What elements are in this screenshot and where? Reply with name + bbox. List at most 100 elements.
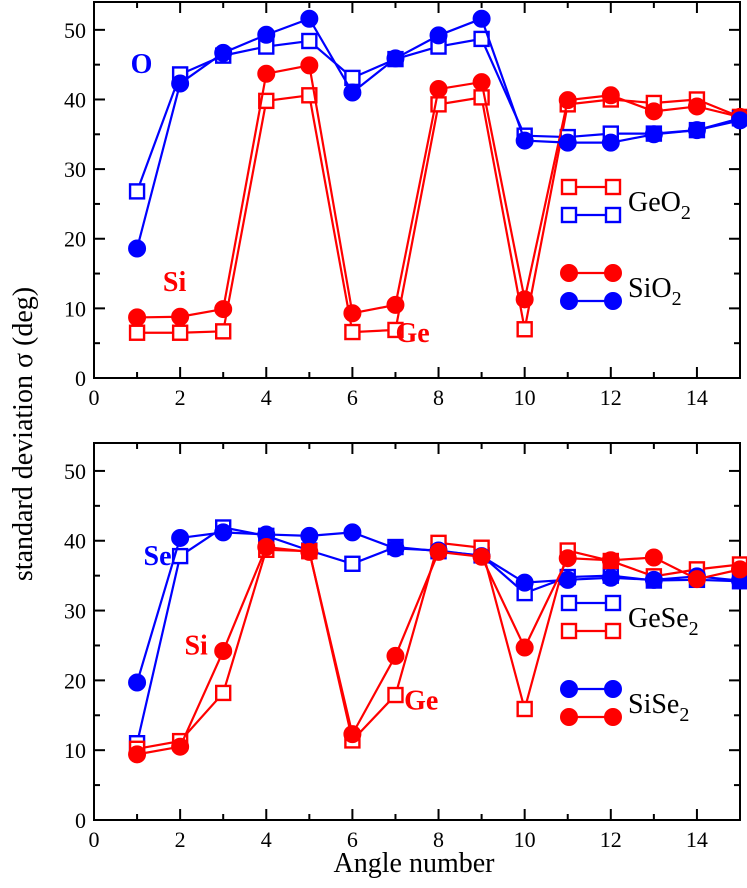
x-tick-label: 4 [261, 385, 272, 410]
data-point-sise2-se [558, 570, 577, 589]
data-point-sio2-si [257, 64, 276, 83]
annotation-ann-ge: Ge [404, 686, 438, 717]
data-point-sio2-o [300, 9, 319, 28]
data-point-sise2-se [300, 526, 319, 545]
annotation-ann-si: Si [184, 631, 208, 662]
data-point-sio2-o [601, 133, 620, 152]
data-point-geo2-ge [214, 323, 232, 340]
data-point-sise2-si [731, 560, 747, 579]
data-point-geo2-ge [171, 324, 189, 341]
y-tick-label: 20 [64, 668, 86, 693]
x-tick-label: 4 [261, 827, 272, 852]
data-point-sio2-si [558, 91, 577, 110]
data-point-sio2-si [386, 295, 405, 314]
x-tick-label: 2 [175, 385, 186, 410]
legend-label: SiSe2 [628, 689, 689, 726]
y-tick-label: 30 [64, 599, 86, 624]
legend-marker [604, 622, 622, 640]
data-point-sio2-si [300, 56, 319, 75]
data-point-sise2-si [687, 570, 706, 589]
data-point-sise2-se [601, 568, 620, 587]
legend-marker [604, 594, 622, 612]
data-point-geo2-ge [128, 324, 146, 341]
legend-marker [560, 264, 578, 282]
data-point-sio2-si [687, 97, 706, 116]
data-point-sise2-se [515, 573, 534, 592]
data-point-sio2-si [429, 80, 448, 99]
data-point-gese2-ge [214, 684, 232, 702]
data-point-sio2-o [472, 9, 491, 28]
x-tick-label: 12 [600, 827, 622, 852]
legend-marker [604, 178, 622, 196]
data-point-geo2-ge [344, 323, 361, 341]
y-tick-label: 50 [64, 459, 86, 484]
data-point-sise2-si [558, 549, 577, 568]
x-tick-label: 0 [89, 827, 100, 852]
data-point-sise2-si [128, 745, 147, 764]
x-tick-label: 10 [514, 827, 536, 852]
data-point-sise2-se [386, 539, 405, 558]
data-point-gese2-ge [387, 686, 404, 704]
data-point-sise2-si [171, 737, 190, 756]
data-point-sio2-o [558, 133, 577, 152]
x-tick-label: 14 [686, 385, 708, 410]
y-tick-label: 30 [64, 157, 86, 182]
data-point-sio2-si [515, 290, 534, 309]
legend-marker [560, 680, 578, 698]
data-point-sio2-o [429, 26, 448, 45]
data-point-sio2-si [128, 308, 147, 327]
data-point-sio2-si [214, 300, 233, 319]
plot-frame [93, 1, 741, 379]
data-point-sise2-se [644, 570, 663, 589]
legend-marker [560, 622, 578, 640]
data-point-sio2-o [214, 43, 233, 62]
data-point-sise2-si [257, 538, 276, 557]
legend-marker [604, 292, 622, 310]
x-tick-label: 12 [600, 385, 622, 410]
data-point-sise2-si [472, 547, 491, 566]
data-point-gese2-se [344, 555, 361, 572]
data-point-sio2-si [472, 73, 491, 92]
data-point-sio2-o [128, 239, 147, 258]
data-point-sise2-se [128, 673, 147, 692]
y-tick-label: 40 [64, 529, 86, 554]
y-tick-label: 50 [64, 18, 86, 43]
y-axis-label: standard deviation σ (deg) [8, 287, 39, 581]
y-tick-label: 0 [75, 808, 86, 833]
annotation-ann-o: O [131, 49, 153, 80]
data-point-geo2-ge [387, 321, 404, 339]
data-point-sise2-si [386, 646, 405, 665]
legend-marker [604, 708, 622, 726]
data-point-sio2-si [343, 304, 362, 323]
data-point-sio2-o [687, 121, 706, 140]
legend-marker [560, 206, 578, 224]
data-point-sise2-si [214, 642, 233, 661]
panel-bottom: 0 2 4 6 8 10 12 14 0 10 20 30 40 50 GeSe2 SiSe2 Se Si Ge [64, 442, 747, 852]
data-point-sio2-o [171, 74, 190, 93]
legend-marker [560, 292, 578, 310]
data-point-geo2-ge [516, 321, 533, 338]
y-tick-label: 10 [64, 738, 86, 763]
plot-frame [93, 442, 741, 821]
data-point-sio2-o [386, 49, 405, 68]
x-tick-label: 10 [514, 385, 536, 410]
data-point-geo2-o [128, 183, 146, 200]
data-point-sise2-se [171, 528, 190, 547]
x-tick-label: 6 [347, 827, 358, 852]
data-point-sio2-o [644, 125, 663, 144]
legend-label: GeO2 [628, 187, 691, 224]
data-point-geo2-o [301, 32, 318, 50]
y-tick-label: 20 [64, 227, 86, 252]
data-point-sio2-si [644, 102, 663, 121]
legend-marker [560, 594, 578, 612]
data-point-sio2-si [171, 307, 190, 326]
data-point-sise2-si [644, 548, 663, 567]
data-point-sise2-si [429, 542, 448, 561]
x-tick-label: 8 [433, 385, 444, 410]
data-point-sio2-si [601, 86, 620, 105]
x-tick-label: 2 [175, 827, 186, 852]
legend-marker [560, 178, 578, 196]
legend-marker [560, 708, 578, 726]
legend-label: SiO2 [628, 273, 682, 310]
